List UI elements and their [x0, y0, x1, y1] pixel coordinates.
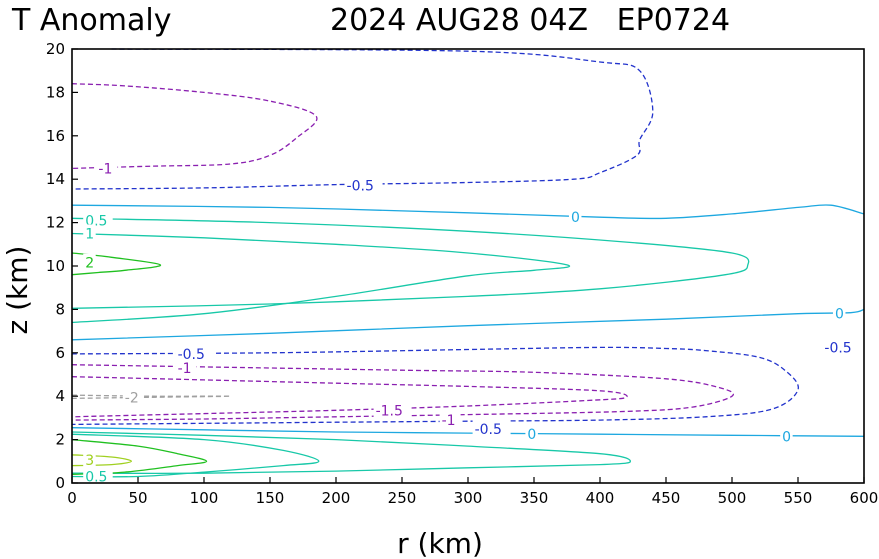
x-tick-label-5: 250	[388, 489, 417, 507]
x-tick-label-0: 0	[67, 489, 77, 507]
y-axis-label: z (km)	[1, 246, 34, 335]
contour-label-bg-9	[175, 358, 197, 376]
y-tick-label-3: 6	[55, 344, 65, 362]
contour-label-bg-5	[83, 253, 96, 271]
contour-lines	[71, 48, 865, 478]
contour-label-6: 0	[835, 307, 844, 323]
contour-label-bg-6	[832, 304, 846, 322]
contour-label-bg-4	[83, 224, 96, 242]
y-axis-ticks: 0 2 4 6 8 10 12 14 16 18 20	[46, 40, 78, 492]
contour-line-14	[71, 438, 208, 475]
y-tick-label-0: 0	[55, 474, 65, 492]
contour-label-bg-2	[568, 208, 582, 226]
y-tick-label-4: 8	[55, 300, 65, 318]
chart-title-right: 2024 AUG28 04Z EP0724	[330, 3, 730, 38]
x-tick-label-6: 300	[454, 489, 483, 507]
contour-label-13: -0.5	[475, 422, 502, 438]
contour-label-bg-13	[472, 419, 511, 437]
x-tick-label-11: 550	[784, 489, 813, 507]
contour-line-12	[71, 431, 632, 475]
contour-label-bg-14	[525, 425, 538, 443]
contour-label-10: -2	[125, 390, 139, 406]
contour-label-bg-7	[175, 344, 214, 362]
contour-label-bg-0	[96, 159, 118, 177]
contour-line-11	[71, 427, 865, 437]
x-tick-label-1: 50	[128, 489, 147, 507]
contour-label-bg-10	[122, 388, 144, 406]
contour-label-16: 3	[85, 453, 94, 469]
contour-line-15	[71, 454, 133, 467]
x-tick-label-12: 600	[850, 489, 879, 507]
contour-label-15: 0	[782, 429, 791, 445]
contour-label-bg-11	[373, 401, 412, 419]
contour-label-4: 1	[85, 226, 94, 242]
contour-label-2: 0	[571, 210, 580, 226]
contour-line-13	[71, 433, 320, 478]
y-tick-label-6: 12	[46, 214, 65, 232]
y-tick-label-2: 4	[55, 387, 65, 405]
contour-label-7: -0.5	[178, 347, 205, 363]
contour-line-7	[71, 346, 799, 426]
x-tick-label-3: 150	[256, 489, 285, 507]
contour-label-bg-17	[83, 467, 113, 485]
contour-line-3	[71, 217, 750, 309]
contour-label-17: 0.5	[85, 469, 107, 485]
contour-label-bg-15	[780, 427, 793, 445]
contour-label-bg-12	[439, 411, 461, 429]
y-tick-label-5: 10	[46, 257, 65, 275]
contour-line-9	[71, 376, 628, 418]
y-tick-label-8: 16	[46, 127, 65, 145]
x-tick-label-8: 400	[586, 489, 615, 507]
x-tick-label-9: 450	[652, 489, 681, 507]
contour-label-11: -1.5	[376, 403, 403, 419]
contour-label-1: -0.5	[347, 179, 374, 195]
contour-line-6	[71, 308, 865, 341]
contour-label-bg-8	[822, 338, 861, 356]
contour-label-14: 0	[527, 427, 536, 443]
x-tick-label-10: 500	[718, 489, 747, 507]
contour-label-bg-1	[344, 176, 383, 194]
y-tick-label-1: 2	[55, 431, 65, 449]
x-axis-ticks: 0 50 100 150 200 250 300 350 400 450 500 550 600	[67, 477, 878, 507]
contour-line-2	[71, 204, 865, 220]
y-tick-label-10: 20	[46, 40, 65, 58]
contour-line-5	[71, 252, 162, 276]
y-tick-label-7: 14	[46, 170, 65, 188]
contour-label-12: -1	[442, 413, 456, 429]
contour-line-1	[71, 83, 318, 170]
contour-line-10	[71, 394, 232, 400]
plot-frame	[71, 48, 865, 484]
x-tick-label-2: 100	[190, 489, 219, 507]
y-tick-label-9: 18	[46, 83, 65, 101]
x-tick-label-7: 350	[520, 489, 549, 507]
contour-line-4	[71, 232, 571, 324]
x-axis-label: r (km)	[397, 527, 483, 559]
contour-label-bg-16	[83, 451, 96, 469]
contour-line-8	[71, 364, 734, 421]
contour-label-8: -0.5	[824, 340, 851, 356]
chart-title-left: T Anomaly	[11, 3, 171, 38]
contour-label-9: -1	[178, 361, 192, 377]
contour-label-bg-3	[83, 211, 113, 229]
contour-label-5: 2	[85, 256, 94, 272]
x-tick-label-4: 200	[322, 489, 351, 507]
contour-label-0: -1	[98, 161, 112, 177]
contour-line-0	[71, 48, 654, 190]
